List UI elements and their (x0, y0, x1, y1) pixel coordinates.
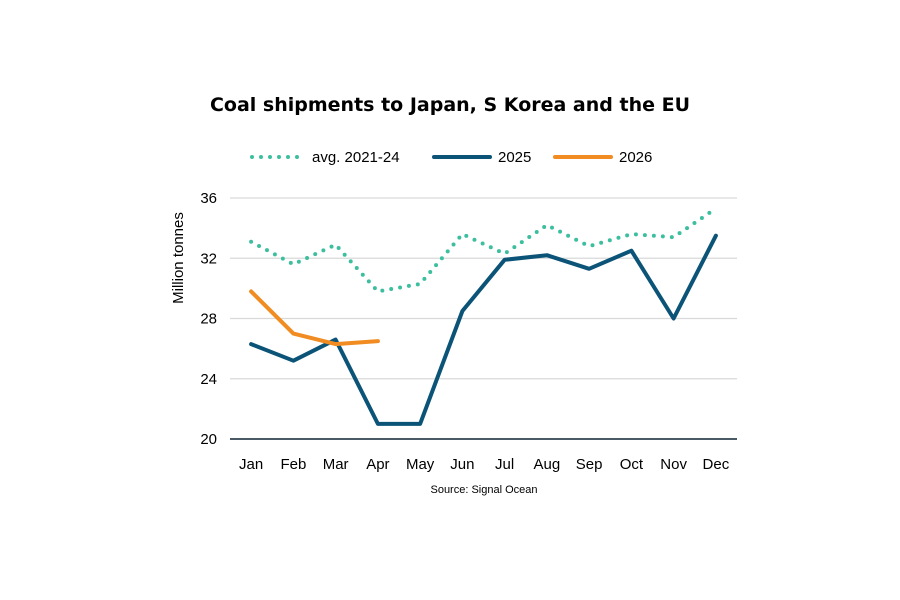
chart-title: Coal shipments to Japan, S Korea and the… (209, 94, 691, 116)
x-tick-label: Jul (495, 456, 514, 473)
x-tick-label: Jun (450, 456, 474, 473)
y-tick-label: 20 (200, 431, 217, 448)
y-tick-label: 32 (200, 250, 217, 267)
x-tick-label: Nov (660, 456, 687, 473)
legend: avg. 2021-24 2025 2026 (250, 149, 652, 166)
y-tick-label: 36 (200, 190, 217, 207)
source-note: Source: Signal Ocean (430, 484, 537, 496)
x-tick-label: Dec (703, 456, 730, 473)
y-axis-title: Million tonnes (170, 212, 187, 304)
legend-label: 2025 (498, 149, 531, 166)
x-tick-label: Sep (576, 456, 603, 473)
x-tick-label: Feb (280, 456, 306, 473)
x-tick-label: Aug (534, 456, 561, 473)
series-line-2026 (249, 289, 380, 347)
legend-label: 2026 (619, 149, 652, 166)
x-tick-label: Apr (366, 456, 389, 473)
y-tick-labels: 20 24 28 32 36 (200, 190, 217, 448)
y-tick-label: 24 (200, 371, 217, 388)
x-tick-label: Jan (239, 456, 263, 473)
x-tick-labels: Jan Feb Mar Apr May Jun Jul Aug Sep Oct Nov Dec (239, 456, 730, 473)
y-tick-label: 28 (200, 311, 217, 328)
x-tick-label: May (406, 456, 435, 473)
gridlines (230, 197, 737, 380)
legend-label: avg. 2021-24 (312, 149, 400, 166)
x-tick-label: Mar (323, 456, 349, 473)
series-line-avg-2021-24 (249, 206, 718, 294)
series-lines (249, 206, 718, 426)
x-tick-label: Oct (620, 456, 644, 473)
series-line-2025 (249, 233, 718, 426)
